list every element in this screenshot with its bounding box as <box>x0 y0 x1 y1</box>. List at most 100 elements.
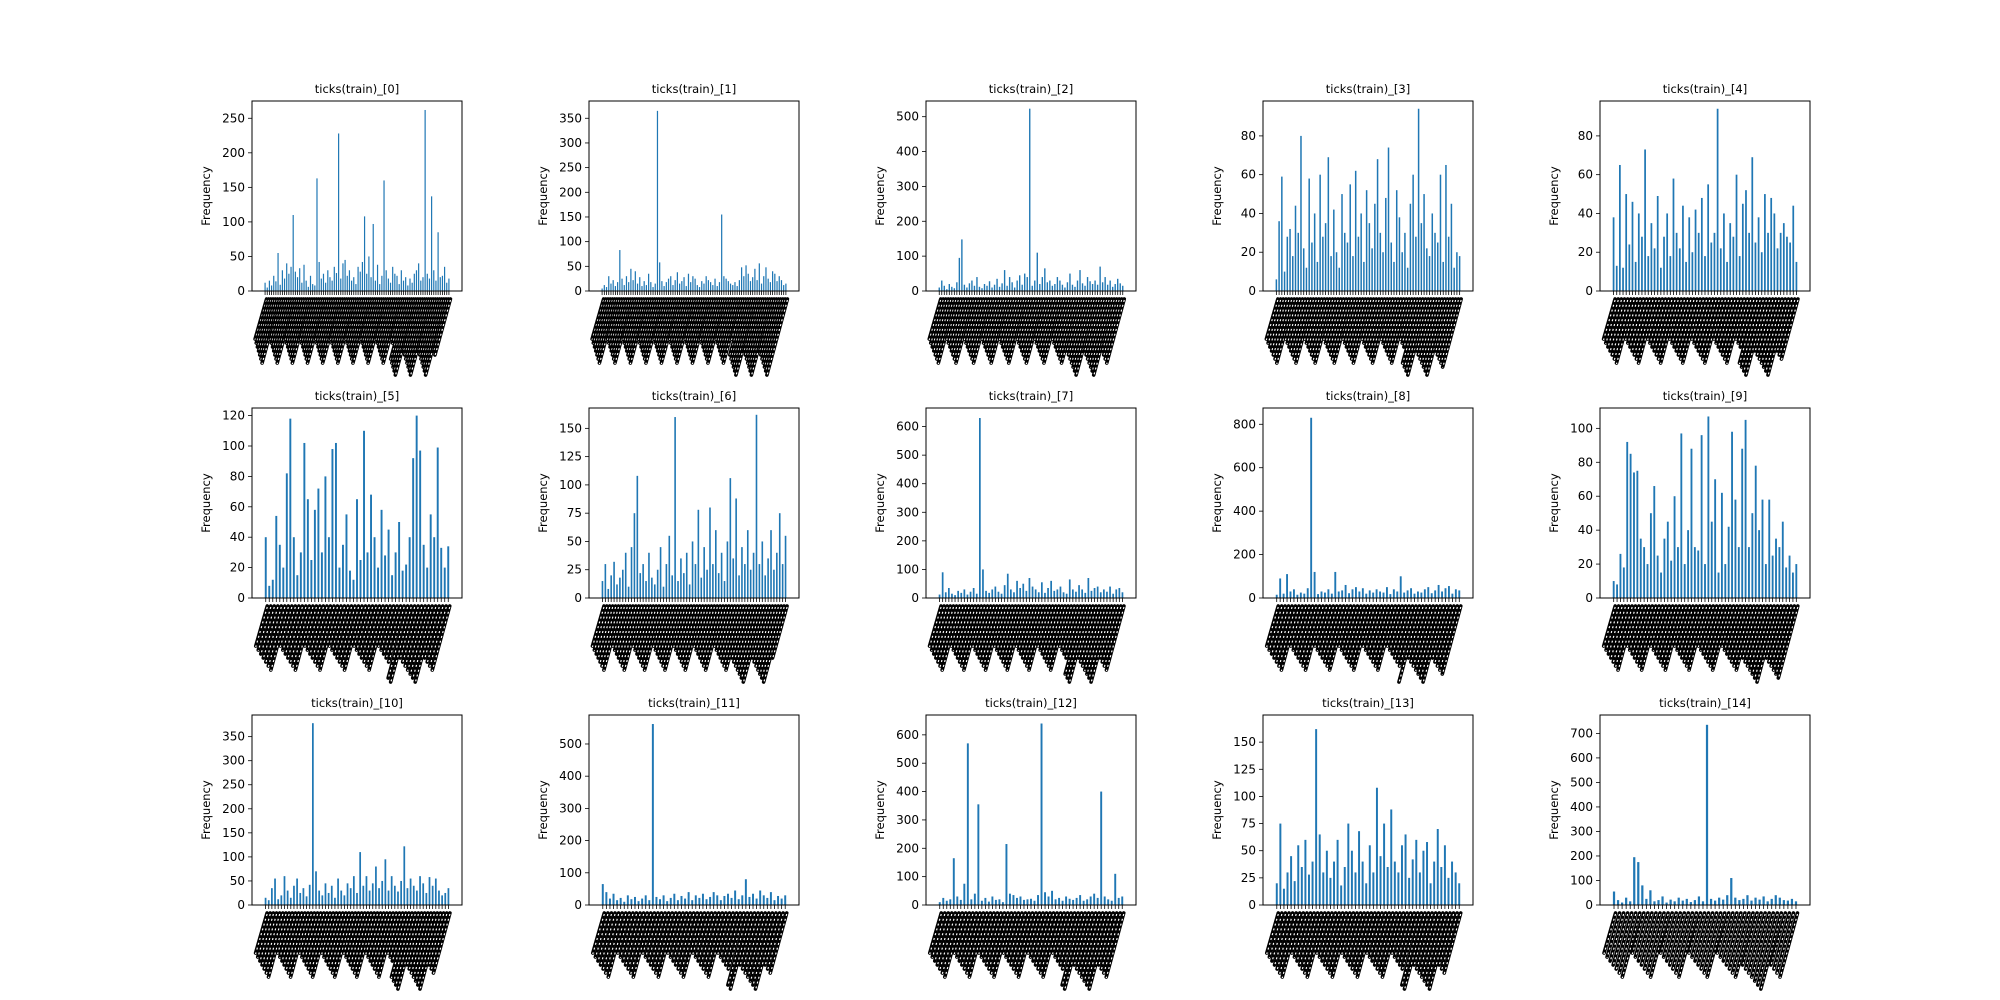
bar <box>408 537 411 598</box>
x-tick-label-gap <box>267 606 286 668</box>
bar <box>1346 242 1349 291</box>
bar <box>1033 900 1036 905</box>
x-tick-label-gap <box>1650 606 1664 648</box>
x-tick-label-gap <box>404 606 423 668</box>
bar <box>608 276 610 291</box>
x-tick-label <box>1375 911 1395 971</box>
bar <box>998 899 1001 905</box>
bar <box>754 268 756 291</box>
bar <box>761 541 764 598</box>
bar <box>1439 174 1442 291</box>
x-tick-label-gap <box>1666 913 1681 963</box>
bar <box>938 594 941 598</box>
bar <box>701 893 704 905</box>
x-tick-label-gap <box>630 913 648 975</box>
bar <box>1029 108 1031 291</box>
y-tick-label: 0 <box>1248 591 1256 605</box>
y-tick-label: 150 <box>222 180 245 194</box>
x-tick-label-gap <box>976 606 992 656</box>
x-tick-label-gap <box>1295 299 1315 365</box>
bar <box>1121 592 1124 598</box>
bar <box>1673 496 1676 598</box>
x-tick-label <box>1011 911 1031 971</box>
bar <box>379 284 381 291</box>
bar <box>296 575 299 598</box>
x-tick-label <box>957 604 977 664</box>
x-tick-label-gap <box>1633 606 1650 660</box>
x-tick-label-gap <box>939 606 958 668</box>
x-tick-label-gap <box>1295 606 1310 656</box>
x-tick-label-gap <box>1688 913 1702 955</box>
x-tick-label-gap <box>425 299 447 377</box>
x-tick-label-gap <box>1664 606 1684 672</box>
y-tick-label: 300 <box>1570 824 1593 838</box>
x-tick-label-gap <box>1059 913 1076 967</box>
bar <box>648 900 651 905</box>
x-tick-label-gap <box>751 606 768 660</box>
x-tick-label <box>1062 911 1087 991</box>
bar <box>1716 108 1719 291</box>
bar <box>286 263 288 291</box>
bar <box>400 880 402 905</box>
y-tick-label: 100 <box>559 866 582 880</box>
bar <box>614 286 616 291</box>
x-tick-label-gap <box>664 606 684 672</box>
x-tick-label <box>936 604 956 664</box>
x-tick-label-gap <box>387 913 401 955</box>
x-tick-label-gap <box>412 913 432 979</box>
x-tick-label-gap <box>958 913 974 963</box>
bar <box>616 900 619 905</box>
bar <box>1040 723 1043 905</box>
x-tick-label-gap <box>1637 913 1653 963</box>
bar <box>1086 277 1089 291</box>
bar <box>1069 273 1071 291</box>
subplot-title: ticks(train)_[5] <box>315 389 399 403</box>
bar <box>996 278 998 291</box>
subplot-title: ticks(train)_[13] <box>1322 696 1414 710</box>
y-axis-label: Frequency <box>1547 473 1561 533</box>
x-tick-label-gap <box>299 913 312 955</box>
bar <box>1115 589 1118 598</box>
x-tick-label-gap <box>1306 913 1326 979</box>
bar <box>1305 267 1308 291</box>
x-tick-label-gap <box>1767 299 1790 377</box>
y-tick-label: 50 <box>230 874 245 888</box>
y-tick-label: 100 <box>1570 873 1593 887</box>
x-tick-label-gap <box>1302 606 1321 668</box>
bar <box>963 284 966 291</box>
x-tick-label-gap <box>1069 299 1088 361</box>
bar <box>1344 232 1346 291</box>
bar <box>1748 232 1750 291</box>
bar <box>1398 217 1401 291</box>
subplot-title: ticks(train)_[4] <box>1663 82 1747 96</box>
x-tick-label <box>728 297 748 357</box>
bar <box>398 284 400 291</box>
bar <box>1782 223 1785 291</box>
x-tick-label-gap <box>399 606 416 660</box>
x-tick-label-gap <box>715 299 729 341</box>
x-tick-label-gap <box>1398 606 1421 684</box>
x-tick-label-gap <box>1038 299 1055 353</box>
x-tick-label-gap <box>936 913 953 967</box>
x-tick-label-gap <box>391 299 410 365</box>
x-tick-label-gap <box>662 606 681 668</box>
x-tick-label <box>638 604 659 664</box>
x-tick-label-gap <box>1609 913 1625 963</box>
y-tick-label: 0 <box>911 284 919 298</box>
axes-frame <box>925 100 1137 292</box>
x-tick-label-gap <box>623 606 643 672</box>
x-tick-label-gap <box>1041 606 1057 656</box>
bar <box>1311 242 1313 291</box>
x-tick-label-gap <box>622 913 638 963</box>
bar <box>1340 885 1343 905</box>
bar <box>1281 176 1283 291</box>
x-tick-label-gap <box>1613 299 1632 361</box>
x-tick-label <box>720 604 740 664</box>
x-tick-label-gap <box>644 299 662 361</box>
bar <box>1639 538 1642 599</box>
bar <box>380 509 383 598</box>
axes-frame <box>925 407 1137 599</box>
x-tick-label <box>743 297 763 357</box>
